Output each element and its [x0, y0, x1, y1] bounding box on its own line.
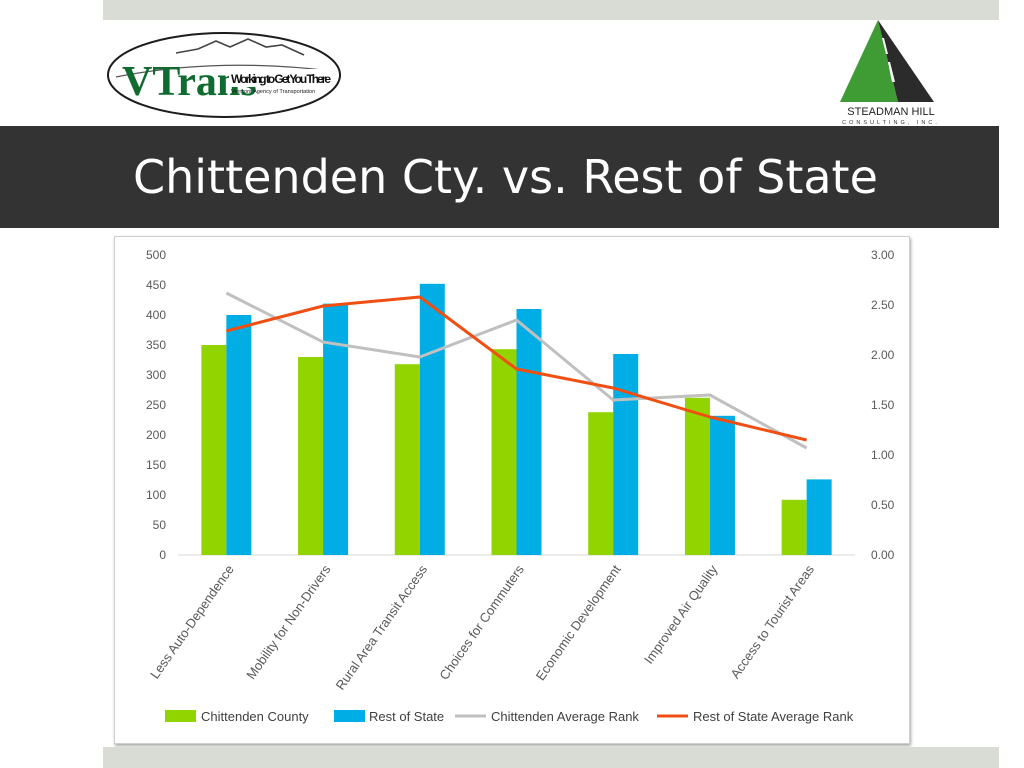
y-left-tick-label: 450: [146, 278, 166, 292]
legend-swatch: [334, 710, 365, 722]
bar-rest-of-state: [516, 309, 542, 555]
y-left-tick-label: 100: [146, 488, 166, 502]
x-category-label: Improved Air Quality: [641, 562, 721, 667]
chart-frame: 0 50 100 150 200 250 300 350 400 450 500 0.00 0.50 1.…: [114, 236, 910, 744]
legend-label: Rest of State: [369, 709, 444, 724]
bar-chittenden-county: [298, 357, 324, 555]
x-category-label: Less Auto-Dependence: [147, 562, 237, 681]
bar-rest-of-state: [806, 479, 832, 555]
y-right-tick-label: 1.00: [871, 448, 895, 462]
bar-chittenden-county: [394, 364, 420, 555]
bar-rest-of-state: [613, 354, 639, 555]
y-left-tick-label: 200: [146, 428, 166, 442]
svg-text:CONSULTING, INC.: CONSULTING, INC.: [842, 120, 940, 126]
y-left-tick-label: 350: [146, 338, 166, 352]
vtrans-logo: VTrans Working to Get You There Vermont …: [106, 31, 342, 119]
y-right-tick-label: 0.00: [871, 548, 895, 562]
line-rest-of-state-average-rank: [225, 295, 807, 442]
top-decor-strip: [103, 0, 999, 20]
y-left-tick-label: 50: [153, 518, 167, 532]
bar-chittenden-county: [588, 412, 614, 555]
chart: 0 50 100 150 200 250 300 350 400 450 500 0.00 0.50 1.…: [146, 248, 895, 724]
svg-text:STEADMAN HILL: STEADMAN HILL: [847, 106, 934, 118]
svg-text:Working to Get You There: Working to Get You There: [231, 72, 331, 86]
y-left-tick-label: 0: [159, 548, 166, 562]
x-category-label: Access to Tourist Areas: [727, 562, 817, 681]
title-band: [0, 126, 999, 228]
bar-chittenden-county: [781, 499, 807, 555]
steadman-hill-logo: STEADMAN HILL CONSULTING, INC.: [826, 20, 956, 128]
page-title: Chittenden Cty. vs. Rest of State: [133, 150, 878, 204]
x-category-label: Mobility for Non-Drivers: [243, 562, 333, 682]
legend-swatch: [165, 710, 196, 722]
line-chittenden-average-rank: [225, 291, 808, 450]
bar-chittenden-county: [684, 397, 710, 555]
y-right-tick-label: 2.00: [871, 348, 895, 362]
bar-chittenden-county: [201, 345, 227, 555]
y-right-tick-label: 0.50: [871, 498, 895, 512]
y-left-tick-label: 300: [146, 368, 166, 382]
y-right-tick-label: 1.50: [871, 398, 895, 412]
bar-rest-of-state: [709, 415, 735, 555]
y-right-tick-label: 2.50: [871, 298, 895, 312]
bar-rest-of-state: [419, 283, 445, 555]
bar-rest-of-state: [226, 315, 252, 555]
y-left-tick-label: 500: [146, 248, 166, 262]
legend-label: Chittenden County: [201, 709, 309, 724]
x-category-label: Choices for Commuters: [436, 562, 527, 683]
legend-label: Rest of State Average Rank: [693, 709, 854, 724]
bar-chittenden-county: [491, 349, 517, 555]
x-category-label: Rural Area Transit Access: [333, 562, 431, 693]
bottom-decor-strip: [103, 747, 999, 768]
legend-label: Chittenden Average Rank: [491, 709, 639, 724]
svg-text:Vermont Agency of Transportati: Vermont Agency of Transportation: [231, 89, 315, 95]
y-right-tick-label: 3.00: [871, 248, 895, 262]
y-left-tick-label: 400: [146, 308, 166, 322]
x-category-label: Economic Development: [533, 562, 624, 683]
y-left-tick-label: 150: [146, 458, 166, 472]
y-left-tick-label: 250: [146, 398, 166, 412]
